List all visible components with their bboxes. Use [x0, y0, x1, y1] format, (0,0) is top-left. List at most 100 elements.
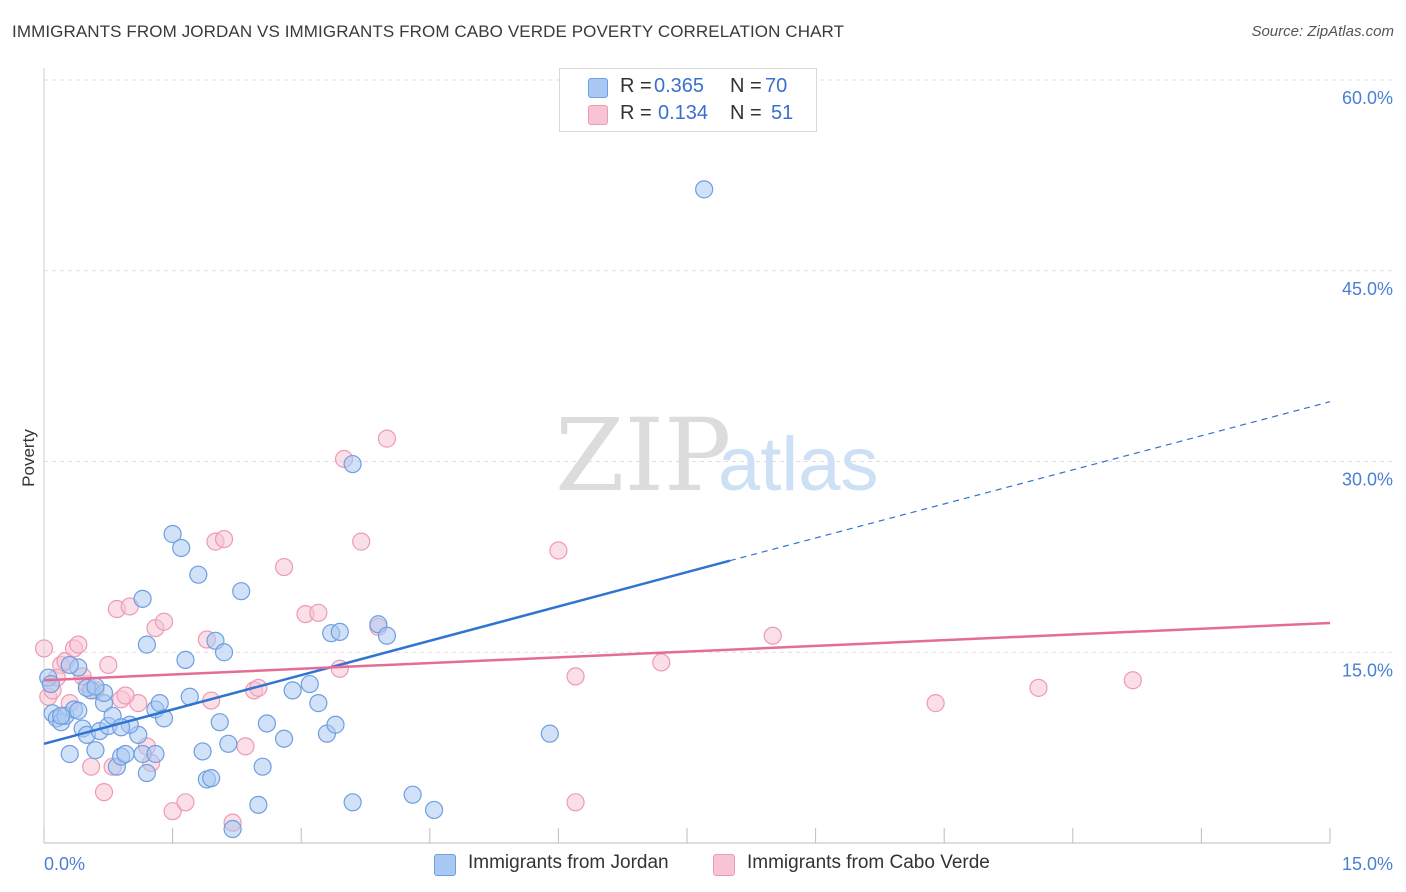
jordan-point: [137, 635, 156, 654]
cabo-verde-point: [69, 635, 88, 654]
legend-swatch-cabo: [588, 105, 608, 125]
jordan-point: [163, 524, 182, 544]
jordan-point: [343, 793, 362, 812]
correlation-legend: R = 0.365 N = 70 R = 0.134 N = 51: [559, 68, 817, 132]
jordan-point: [223, 819, 242, 839]
jordan-point: [176, 650, 195, 669]
jordan-point: [377, 626, 397, 645]
cabo-verde-point: [116, 686, 135, 705]
jordan-point: [309, 694, 328, 713]
jordan-point: [150, 694, 169, 713]
cabo-verde-point: [274, 557, 294, 577]
jordan-point: [202, 769, 221, 788]
cabo-verde-point: [309, 603, 328, 622]
legend-r-label-jordan: R =: [620, 75, 652, 97]
jordan-points: [39, 180, 714, 839]
y-tick-label: 30.0%: [1342, 470, 1393, 490]
cabo-verde-point: [1029, 678, 1048, 697]
legend-n-value-jordan: 70: [765, 75, 788, 97]
x-tick-label: 0.0%: [44, 854, 85, 874]
jordan-point: [343, 454, 362, 474]
bottom-legend-label-cabo: Immigrants from Cabo Verde: [747, 852, 990, 873]
bottom-legend-cabo: Immigrants from Cabo Verde: [713, 852, 1013, 878]
jordan-point: [219, 734, 238, 753]
bottom-legend-swatch-cabo: [713, 854, 735, 876]
cabo-verde-point: [1123, 671, 1142, 690]
jordan-point: [133, 589, 152, 608]
tick-labels: 15.0% 30.0% 45.0% 60.0% 0.0% 15.0%: [44, 88, 1393, 874]
bottom-legend-swatch-jordan: [434, 854, 456, 876]
jordan-point: [137, 763, 156, 783]
jordan-point: [60, 744, 79, 764]
cabo-verde-point: [154, 612, 174, 631]
jordan-point: [540, 724, 559, 743]
legend-r-label-cabo: R =: [620, 102, 652, 124]
jordan-point: [300, 674, 319, 694]
y-tick-label: 60.0%: [1342, 88, 1393, 108]
x-tick-label: 15.0%: [1342, 854, 1393, 874]
cabo-verde-point: [926, 694, 945, 713]
jordan-point: [41, 674, 60, 694]
grid-lines: [44, 79, 1392, 653]
legend-r-value-jordan: 0.365: [654, 75, 705, 97]
jordan-point: [232, 582, 251, 601]
legend-row-jordan: R = 0.365 N = 70: [560, 75, 816, 101]
cabo-verde-point: [99, 655, 118, 675]
jordan-point: [253, 757, 272, 776]
jordan-point: [249, 795, 268, 814]
cabo-verde-point: [763, 626, 782, 645]
cabo-verde-point: [652, 653, 671, 672]
jordan-point: [172, 538, 191, 558]
jordan-point: [274, 729, 294, 748]
trend-lines: [43, 401, 1331, 746]
jordan-point: [52, 706, 71, 725]
jordan-trend-extension: [729, 401, 1331, 562]
jordan-point: [257, 714, 277, 733]
cabo-verde-point: [236, 737, 255, 756]
cabo-verde-point: [377, 429, 397, 448]
jordan-point: [424, 800, 444, 820]
legend-row-cabo: R = 0.134 N = 51: [560, 102, 816, 128]
jordan-point: [330, 622, 349, 642]
watermark-atlas: atlas: [718, 422, 879, 507]
cabo-verde-trend-line: [43, 621, 1331, 682]
bottom-legend-label-jordan: Immigrants from Jordan: [468, 852, 669, 873]
jordan-point: [326, 715, 345, 734]
jordan-point: [86, 677, 105, 696]
cabo-verde-point: [566, 793, 585, 812]
legend-swatch-jordan: [588, 78, 608, 98]
jordan-point: [403, 785, 422, 804]
watermark: ZIP atlas: [555, 397, 879, 514]
jordan-point: [189, 565, 208, 584]
chart-title: IMMIGRANTS FROM JORDAN VS IMMIGRANTS FRO…: [12, 22, 845, 41]
legend-n-label-jordan: N =: [730, 75, 762, 97]
legend-n-label-cabo: N =: [730, 102, 762, 124]
jordan-point: [86, 741, 105, 760]
jordan-point: [214, 643, 234, 662]
jordan-point: [193, 742, 212, 761]
y-tick-label: 15.0%: [1342, 660, 1393, 680]
cabo-verde-point: [176, 793, 195, 812]
cabo-verde-point: [352, 532, 371, 551]
y-axis-title: Poverty: [19, 429, 38, 487]
jordan-trend-line: [43, 559, 731, 746]
jordan-point: [695, 180, 714, 199]
cabo-verde-point: [94, 783, 114, 802]
legend-n-value-cabo: 51: [771, 102, 794, 124]
cabo-verde-point: [214, 529, 234, 549]
jordan-point: [60, 655, 79, 675]
jordan-point: [116, 744, 135, 764]
y-tick-label: 45.0%: [1342, 279, 1393, 299]
jordan-point: [283, 681, 302, 700]
legend-r-value-cabo: 0.134: [658, 102, 709, 124]
source-label: Source: ZipAtlas.com: [1251, 23, 1394, 40]
jordan-point: [146, 744, 165, 764]
cabo-verde-point: [566, 667, 585, 686]
jordan-point: [210, 713, 229, 732]
watermark-zip: ZIP: [555, 397, 731, 514]
cabo-verde-point: [549, 541, 568, 560]
bottom-legend-jordan: Immigrants from Jordan: [434, 852, 704, 878]
cabo-verde-point: [163, 802, 182, 821]
jordan-point: [69, 701, 88, 720]
